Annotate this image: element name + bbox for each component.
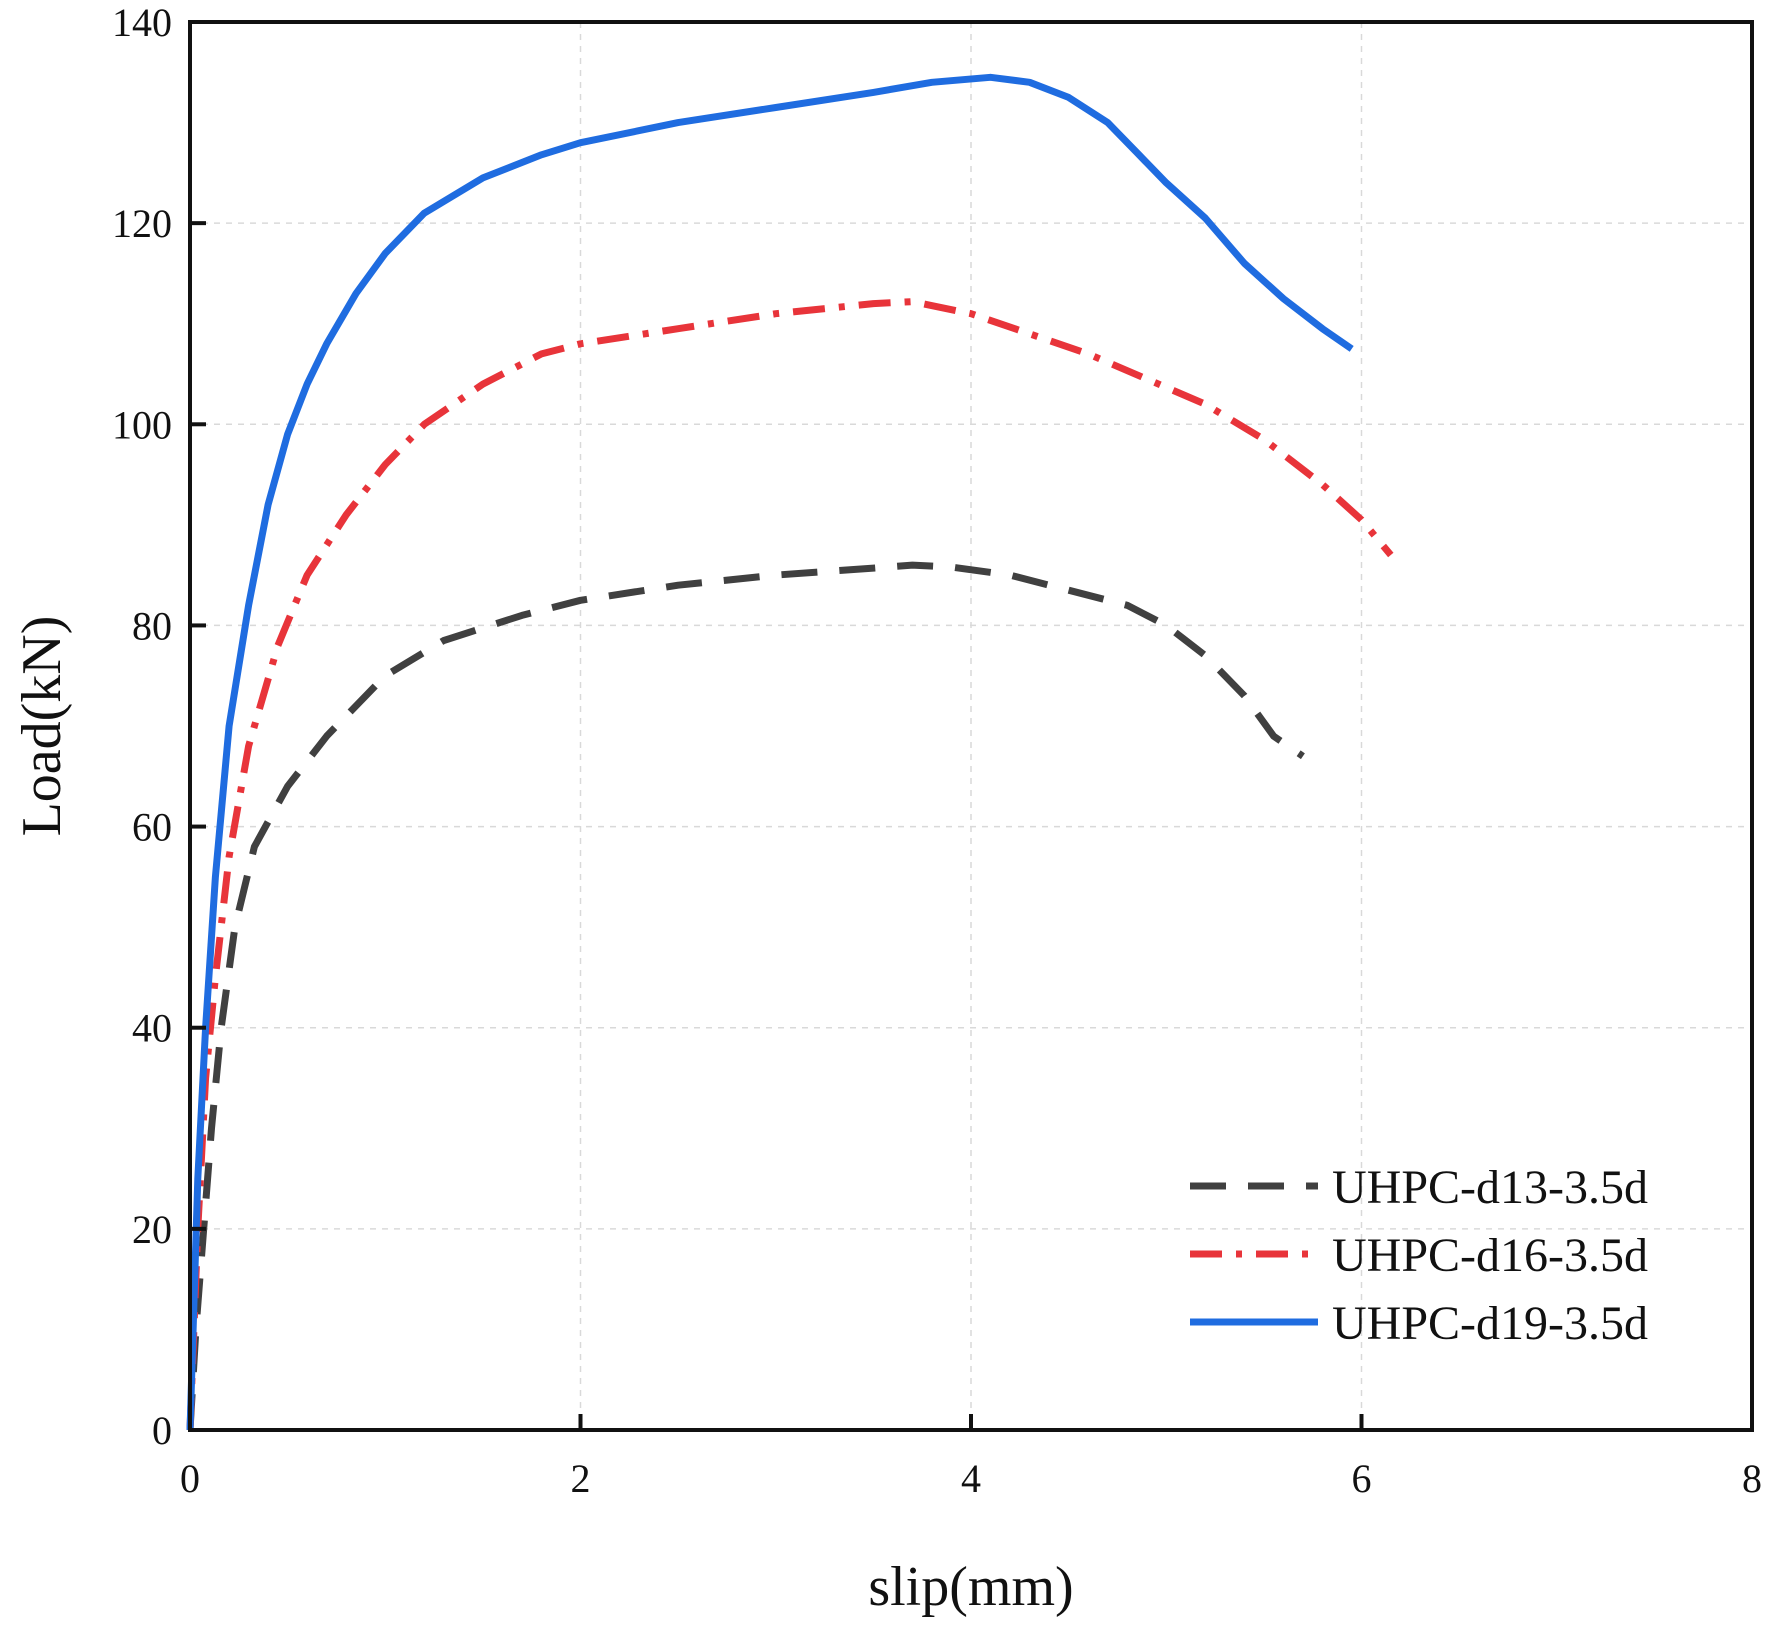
- series-line-UHPC-d16-3.5d: [186, 298, 1394, 1431]
- series-line-UHPC-d19-3.5d: [186, 73, 1354, 1431]
- legend-label: UHPC-d19-3.5d: [1332, 1297, 1648, 1350]
- legend-label: UHPC-d16-3.5d: [1332, 1229, 1648, 1282]
- y-tick-label: 80: [132, 603, 172, 648]
- y-tick-label: 140: [112, 0, 172, 45]
- y-tick-label: 120: [112, 201, 172, 246]
- x-tick-label: 0: [180, 1456, 200, 1501]
- y-tick-label: 100: [112, 402, 172, 447]
- series-line-UHPC-d13-3.5d: [186, 561, 1305, 1431]
- y-tick-label: 40: [132, 1006, 172, 1051]
- y-tick-label: 20: [132, 1207, 172, 1252]
- series-lines: [186, 73, 1394, 1431]
- x-axis-title: slip(mm): [868, 1556, 1073, 1618]
- legend-label: UHPC-d13-3.5d: [1332, 1161, 1648, 1214]
- y-axis-title: Load(kN): [11, 616, 73, 837]
- grid: [190, 22, 1752, 1430]
- legend: UHPC-d13-3.5d UHPC-d16-3.5d UHPC-d19-3.5d: [1190, 1161, 1648, 1350]
- plot-frame: [188, 20, 1754, 1432]
- x-tick-label: 2: [571, 1456, 591, 1501]
- y-tick-label: 0: [152, 1408, 172, 1453]
- y-tick-label: 60: [132, 805, 172, 850]
- x-tick-label: 6: [1352, 1456, 1372, 1501]
- x-tick-label: 8: [1742, 1456, 1762, 1501]
- x-tick-label: 4: [961, 1456, 981, 1501]
